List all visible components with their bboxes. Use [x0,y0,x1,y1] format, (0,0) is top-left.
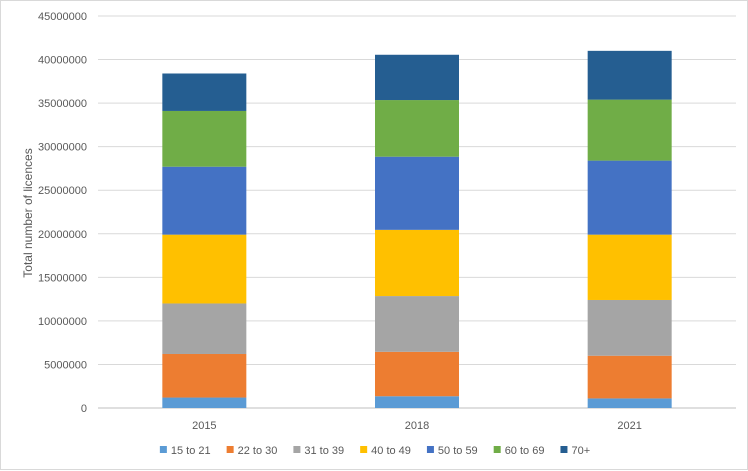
y-tick-label: 10000000 [38,316,87,328]
y-tick-label: 20000000 [38,229,87,241]
legend-label: 40 to 49 [371,445,411,457]
bar-segment [587,50,672,100]
legend-label: 31 to 39 [304,445,344,457]
bar-segment [162,110,247,167]
legend-label: 60 to 69 [505,445,545,457]
bar-segment [162,73,247,111]
bar-segment [375,100,459,157]
bar-segment [587,398,672,408]
bars [162,50,672,408]
legend-label: 15 to 21 [171,445,211,457]
bar-segment [375,229,459,297]
legend-swatch [360,446,368,453]
bar-segment [587,299,672,356]
legend-item: 15 to 21 [159,445,211,457]
legend: 15 to 21 22 to 30 31 to 39 40 to 49 50 to 59… [159,445,590,457]
legend-swatch [159,446,167,453]
legend-item: 70+ [560,445,590,457]
legend-swatch [426,446,434,453]
y-tick-label: 40000000 [38,55,87,67]
x-axis-ticks: 2015 2018 2021 [192,420,642,432]
x-tick-label: 2018 [405,420,429,432]
legend-item: 50 to 59 [426,445,478,457]
bar-segment [162,166,247,235]
legend-swatch [293,446,301,453]
y-axis-ticks: 0 5000000 10000000 15000000 20000000 25000000… [38,11,87,415]
y-tick-label: 35000000 [38,98,87,110]
legend-label: 70+ [571,445,590,457]
y-tick-label: 0 [81,403,87,415]
y-tick-label: 5000000 [44,359,87,371]
bar-segment [162,234,247,304]
y-tick-label: 30000000 [38,142,87,154]
x-tick-label: 2015 [192,420,216,432]
legend-swatch [493,446,501,453]
bar-segment [587,99,672,161]
legend-item: 22 to 30 [226,445,278,457]
bar-segment [375,351,459,397]
bar-segment [162,397,247,408]
legend-label: 22 to 30 [238,445,278,457]
bar-segment [375,54,459,101]
y-tick-label: 45000000 [38,11,87,23]
legend-swatch [560,446,568,453]
bar-segment [375,296,459,352]
bar-segment [162,303,247,354]
legend-label: 50 to 59 [438,445,478,457]
bar-segment [375,396,459,408]
legend-item: 60 to 69 [493,445,545,457]
legend-item: 31 to 39 [293,445,344,457]
legend-swatch [226,446,234,453]
y-axis-label: Total number of licences [21,148,35,277]
bar-segment [587,234,672,300]
bar-segment [587,160,672,235]
legend-item: 40 to 49 [360,445,411,457]
bar-segment [587,355,672,399]
x-tick-label: 2021 [617,420,641,432]
bar-segment [375,156,459,230]
y-tick-label: 25000000 [38,185,87,197]
bar-segment [162,353,247,398]
y-tick-label: 15000000 [38,272,87,284]
